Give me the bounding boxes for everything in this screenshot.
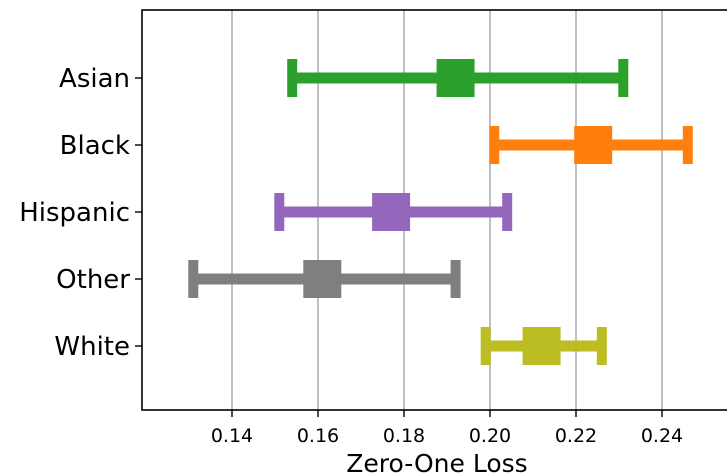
y-tick-label: White: [54, 332, 130, 362]
point-marker: [303, 260, 342, 298]
error-bar-white: [480, 327, 607, 365]
point-marker: [574, 126, 613, 164]
x-axis-title: Zero-One Loss: [346, 449, 527, 476]
error-bars: [188, 59, 693, 365]
y-axis-ticks: Asian Black Hispanic Other White: [19, 64, 142, 362]
point-marker: [522, 327, 561, 365]
y-tick-label: Black: [60, 131, 130, 161]
y-tick-label: Other: [56, 265, 130, 295]
error-bar-black: [489, 126, 693, 164]
error-bar-asian: [287, 59, 629, 97]
x-tick-label: 0.16: [297, 425, 339, 447]
point-marker: [436, 59, 475, 97]
x-tick-label: 0.20: [469, 425, 511, 447]
y-tick-label: Asian: [59, 64, 130, 94]
error-bar-other: [188, 260, 461, 298]
plot-frame: [141, 9, 727, 411]
x-tick-label: 0.18: [383, 425, 425, 447]
x-tick-label: 0.24: [641, 425, 683, 447]
error-bar-hispanic: [274, 193, 513, 231]
point-marker: [372, 193, 411, 231]
x-axis-ticks: 0.14 0.16 0.18 0.20 0.22 0.24: [211, 410, 683, 447]
y-tick-label: Hispanic: [19, 198, 130, 228]
x-tick-label: 0.14: [211, 425, 253, 447]
x-tick-label: 0.22: [555, 425, 597, 447]
